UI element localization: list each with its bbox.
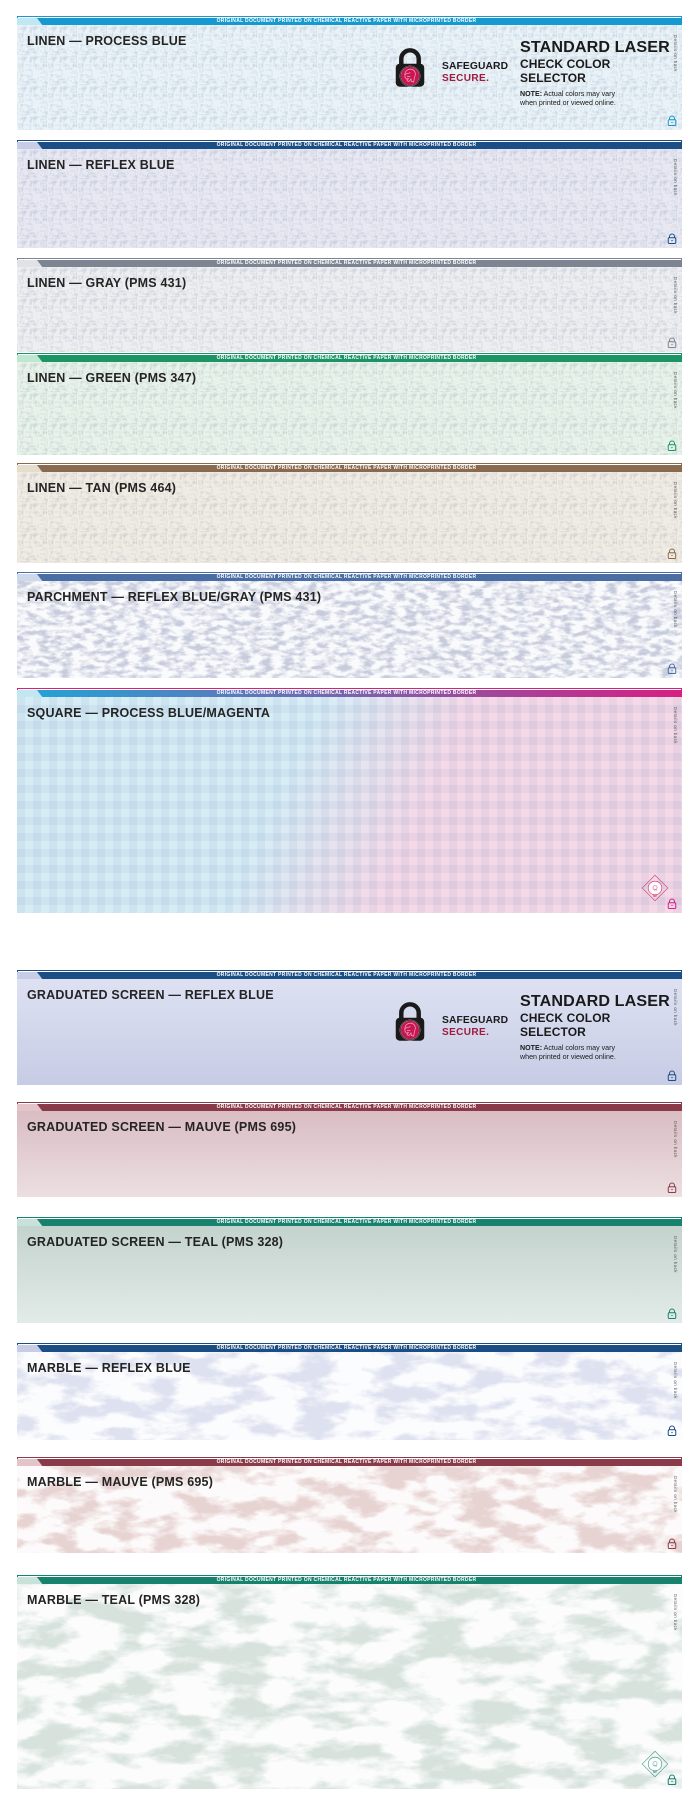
svg-text:MP: MP — [653, 1770, 657, 1774]
svg-text:MP: MP — [653, 894, 657, 898]
